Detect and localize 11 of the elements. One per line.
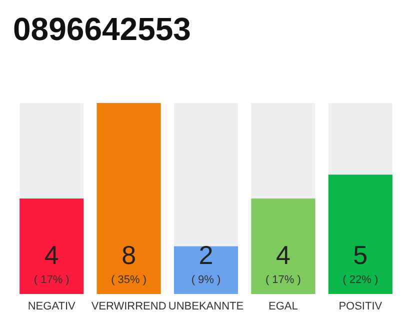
- data-label: 4 ( 17% ): [34, 240, 70, 286]
- x-tick-label: POSITIV: [338, 300, 383, 312]
- x-tick-label: UNBEKANNTE: [168, 300, 244, 312]
- x-tick-label: NEGATIV: [28, 300, 76, 312]
- chart-title: 0896642553: [13, 11, 191, 47]
- data-label: 5 ( 22% ): [342, 240, 378, 286]
- x-tick-label: VERWIRREND: [91, 300, 166, 312]
- x-tick-label: EGAL: [268, 300, 298, 312]
- data-label: 2 ( 9% ): [191, 240, 221, 286]
- data-label: 4 ( 17% ): [265, 240, 301, 286]
- data-label: 8 ( 35% ): [111, 240, 147, 286]
